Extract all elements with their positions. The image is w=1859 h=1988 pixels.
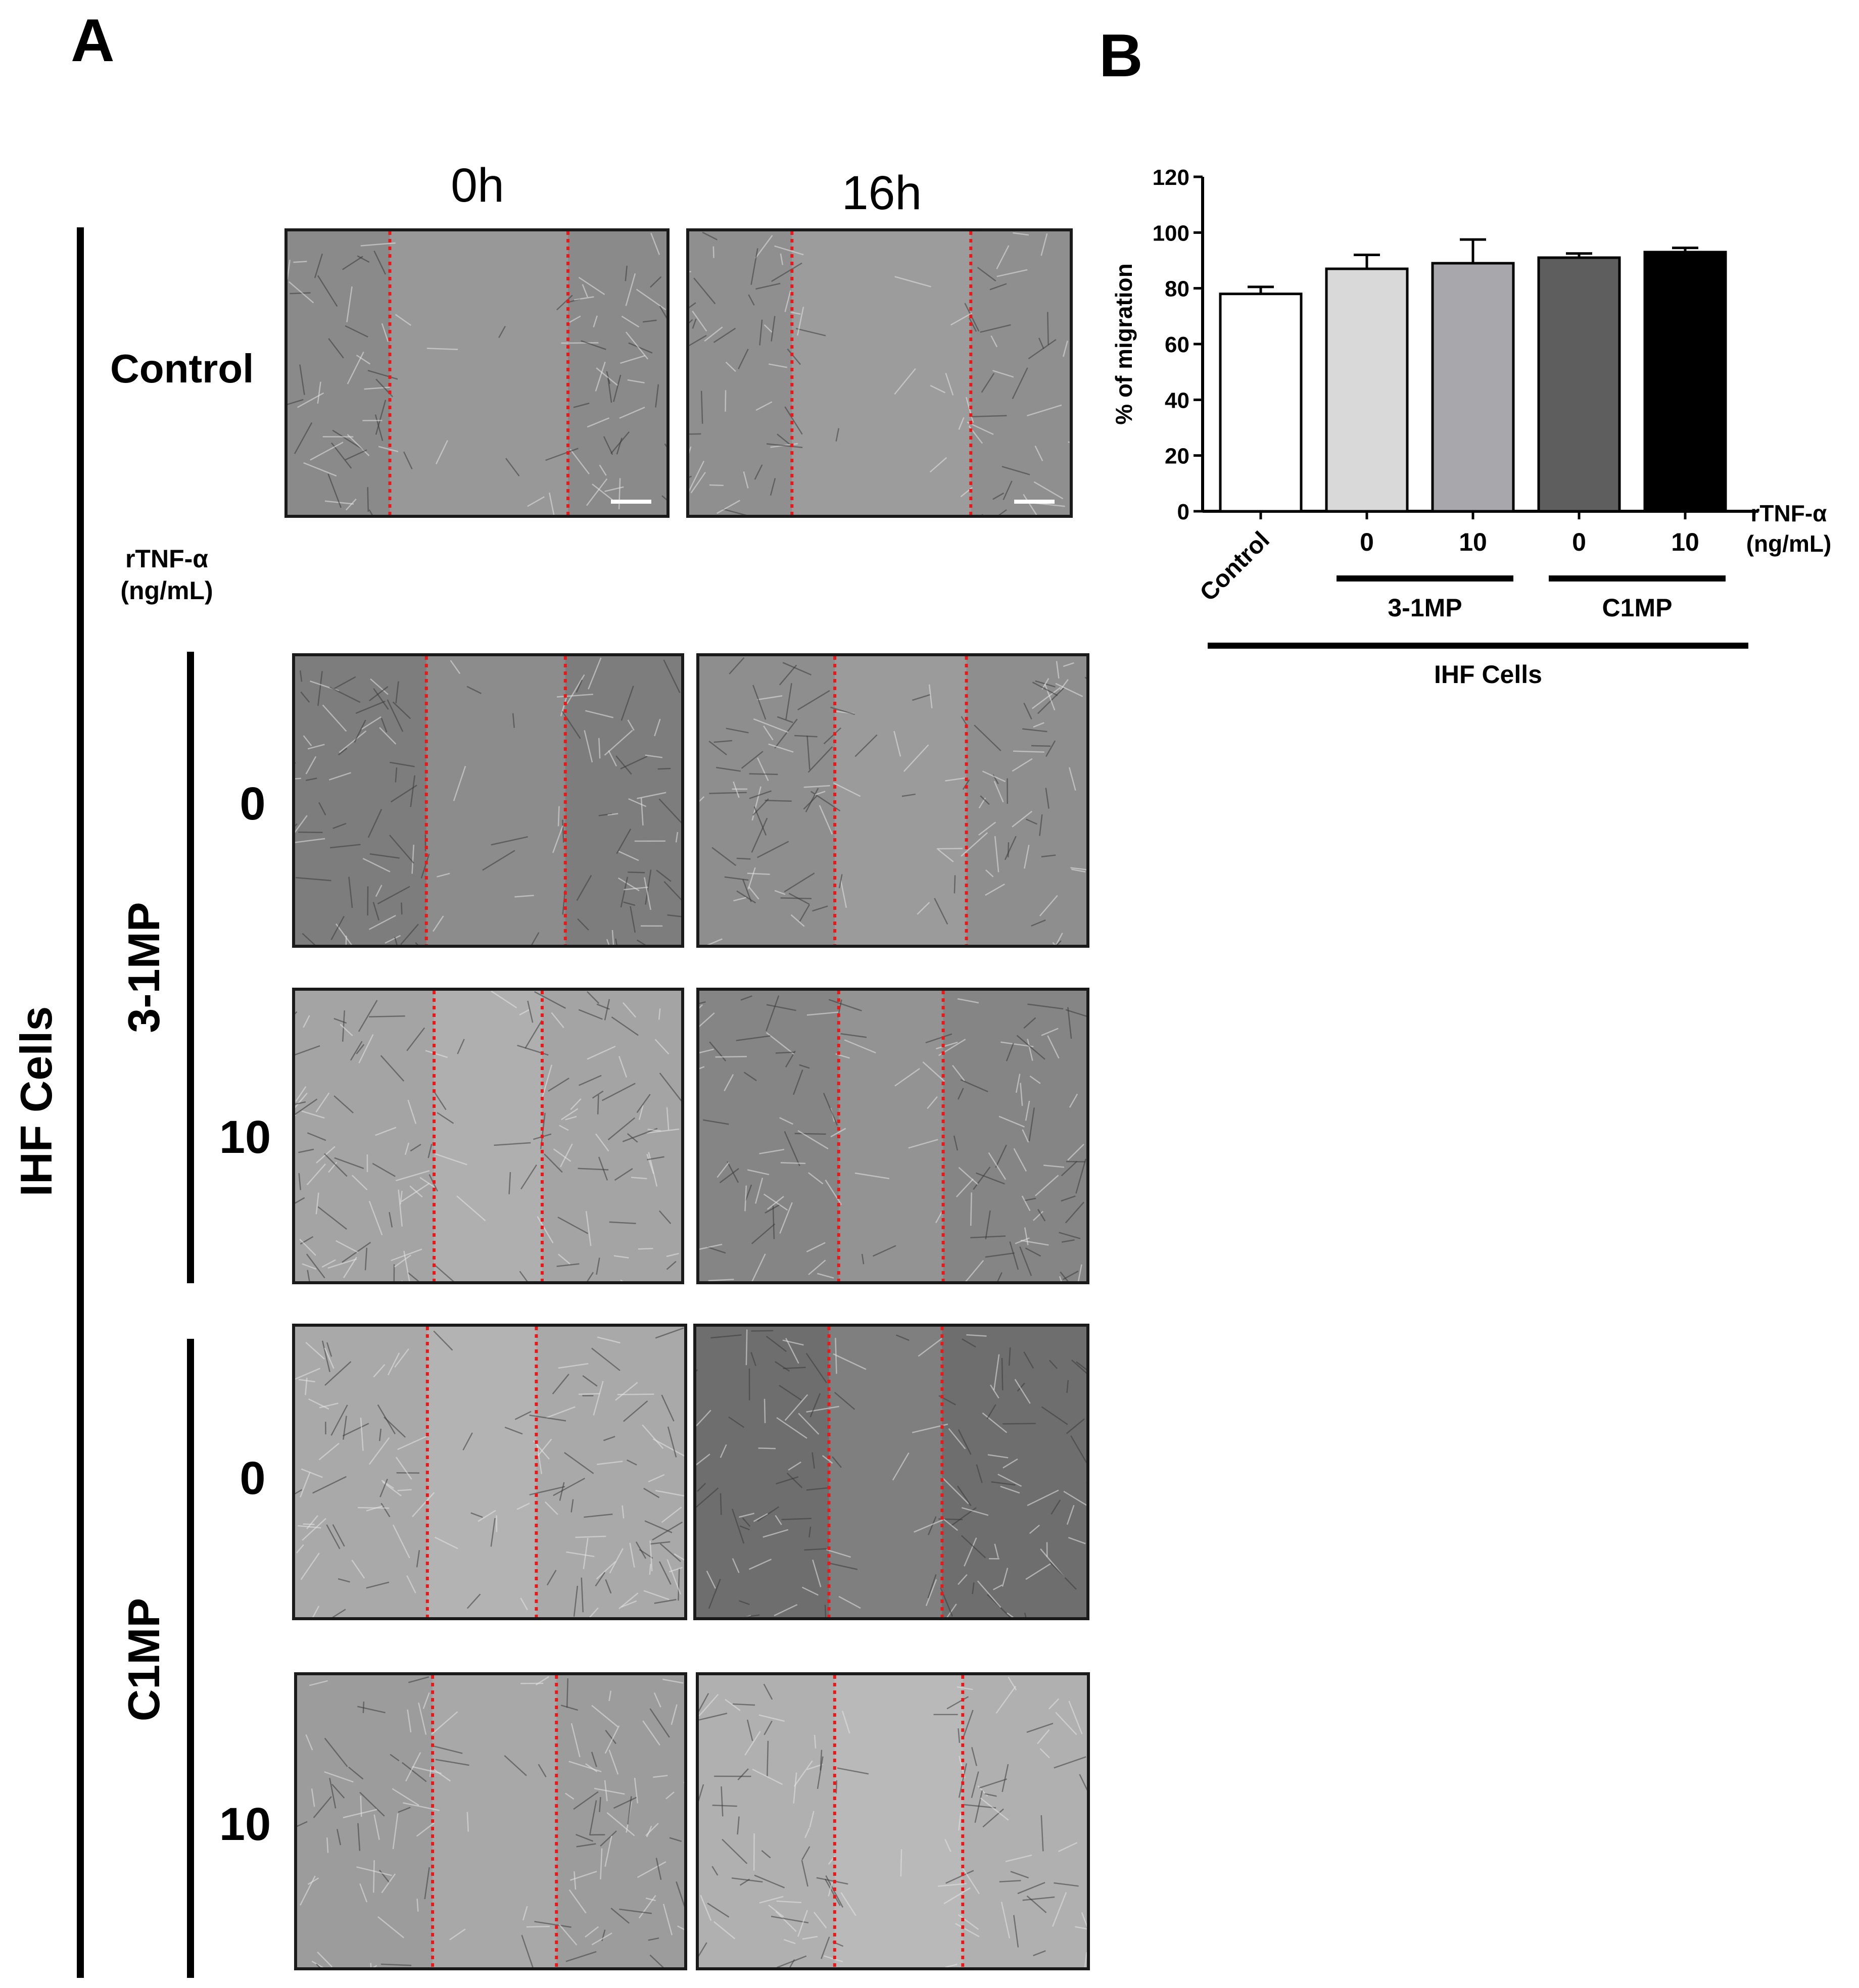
treatment-header: rTNF-α (ng/mL) (120, 545, 213, 605)
y-tick-label: 40 (1165, 388, 1189, 413)
micrograph-3-1mp-10-0h (292, 988, 684, 1284)
y-tick-label: 80 (1165, 277, 1189, 302)
dose-label-3-1mp-10: 10 (219, 1111, 271, 1163)
panel-b-letter: B (1099, 22, 1143, 89)
micrograph-c1mp-0-16h (693, 1324, 1089, 1620)
micrograph-3-1mp-0-0h (292, 653, 684, 948)
dose-label-c1mp-10: 10 (219, 1799, 271, 1850)
group-bracket-3-1mp (187, 652, 194, 1283)
micrograph-c1mp-0-0h (292, 1324, 687, 1620)
y-tick-label: 100 (1153, 221, 1189, 246)
dose-label-c1mp-0: 0 (240, 1452, 266, 1504)
micrograph-3-1mp-0-16h (696, 653, 1089, 948)
x-category-label: Control (1195, 526, 1275, 606)
control-row-label: Control (110, 346, 254, 391)
x-category-label: 0 (1360, 528, 1374, 556)
bar (1219, 293, 1303, 513)
micrograph-control-0h (284, 228, 670, 518)
group-label: 3-1MP (1388, 594, 1462, 622)
y-tick-label: 120 (1153, 165, 1189, 190)
group-bracket-c1mp (187, 1339, 194, 1978)
y-tick-label: 0 (1177, 500, 1189, 524)
treatment-label: rTNF-α (1751, 500, 1827, 526)
group-label: C1MP (1602, 594, 1673, 622)
treatment-unit-label: (ng/mL) (1746, 530, 1832, 557)
y-tick-label: 20 (1165, 444, 1189, 469)
bar (1643, 251, 1727, 513)
y-axis-label: % of migration (1111, 263, 1137, 424)
x-category-label: 0 (1572, 528, 1586, 556)
micrograph-c1mp-10-0h (294, 1672, 687, 1970)
column-header-0h: 0h (451, 159, 504, 212)
overall-label: IHF Cells (1434, 660, 1542, 689)
ihf-cells-bracket (77, 227, 84, 1978)
ihf-cells-label: IHF Cells (11, 1006, 61, 1197)
bar (1325, 267, 1409, 513)
micrograph-control-16h (686, 228, 1073, 518)
micrograph-c1mp-10-16h (696, 1672, 1090, 1970)
micrograph-3-1mp-10-16h (696, 988, 1089, 1284)
x-category-label: 10 (1459, 528, 1487, 556)
group-label-3-1mp: 3-1MP (119, 902, 169, 1033)
dose-label-3-1mp-0: 0 (240, 778, 266, 830)
y-tick-label: 60 (1165, 332, 1189, 357)
group-label-c1mp: C1MP (119, 1597, 169, 1722)
bar (1431, 262, 1515, 513)
column-header-16h: 16h (841, 166, 922, 220)
panel-a-letter: A (71, 7, 115, 74)
x-category-label: 10 (1671, 528, 1699, 556)
bar (1537, 256, 1621, 513)
